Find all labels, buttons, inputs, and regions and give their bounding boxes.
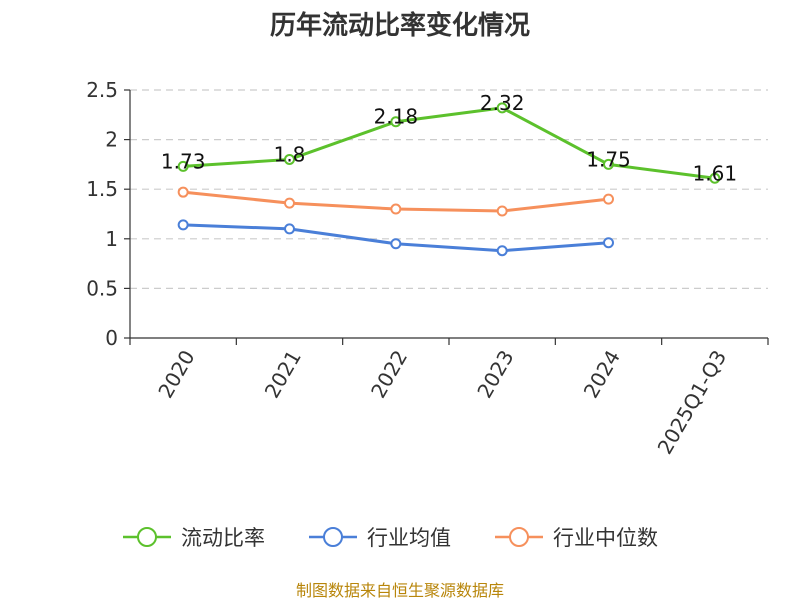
- data-point: [284, 153, 295, 165]
- series-line: [183, 106, 716, 180]
- data-point: [390, 203, 402, 215]
- data-point: [177, 186, 189, 198]
- x-tick-label: 2025Q1-Q3: [653, 346, 732, 458]
- data-label: 1.75: [586, 147, 631, 171]
- data-point: [709, 172, 721, 184]
- legend-label: 行业均值: [367, 526, 451, 550]
- data-point: [177, 219, 189, 231]
- y-tick-label: 0: [105, 326, 118, 350]
- data-point: [603, 193, 614, 205]
- data-label: 1.73: [161, 149, 206, 173]
- data-point: [284, 197, 295, 209]
- legend-label: 流动比率: [181, 526, 265, 550]
- source-note: 制图数据来自恒生聚源数据库: [296, 581, 504, 600]
- label-layer: 1.73 1.8 2.18 2.32 1.75 1.61: [161, 91, 737, 185]
- data-point: [284, 223, 295, 235]
- legend-marker: [509, 527, 529, 547]
- legend-marker: [323, 527, 343, 547]
- data-point: [496, 205, 508, 217]
- x-tick-label: 2022: [366, 346, 412, 402]
- data-point: [390, 116, 402, 128]
- data-point: [496, 245, 508, 257]
- data-point: [177, 160, 189, 172]
- data-point: [603, 158, 614, 170]
- data-point: [603, 237, 614, 249]
- data-label: 2.18: [374, 105, 419, 129]
- y-tick-label: 2: [105, 128, 118, 152]
- data-point: [390, 238, 402, 250]
- legend-marker: [137, 527, 157, 547]
- data-point: [496, 102, 508, 114]
- y-tick-label: 1: [105, 227, 118, 251]
- legend-label: 行业中位数: [553, 526, 658, 550]
- data-label: 1.61: [693, 161, 738, 185]
- x-tick-label: 2020: [153, 346, 199, 402]
- x-tick-label: 2023: [472, 346, 518, 402]
- series-layer: [177, 102, 721, 257]
- data-label: 2.32: [480, 91, 525, 115]
- chart-title: 历年流动比率变化情况: [270, 10, 530, 41]
- legend: 流动比率 行业均值 行业中位数: [123, 526, 658, 550]
- x-tick-label: 2024: [579, 346, 625, 402]
- y-tick-label: 0.5: [86, 276, 118, 300]
- data-label: 1.8: [274, 142, 306, 166]
- y-tick-label: 2.5: [86, 78, 118, 102]
- axis-layer: 0 0.5 1 1.5 2 2.5 2020 2021 2022 2023 2024 2025Q1-Q…: [86, 78, 769, 458]
- x-tick-label: 2021: [260, 346, 306, 402]
- y-tick-label: 1.5: [86, 177, 118, 201]
- grid-layer: [130, 89, 768, 289]
